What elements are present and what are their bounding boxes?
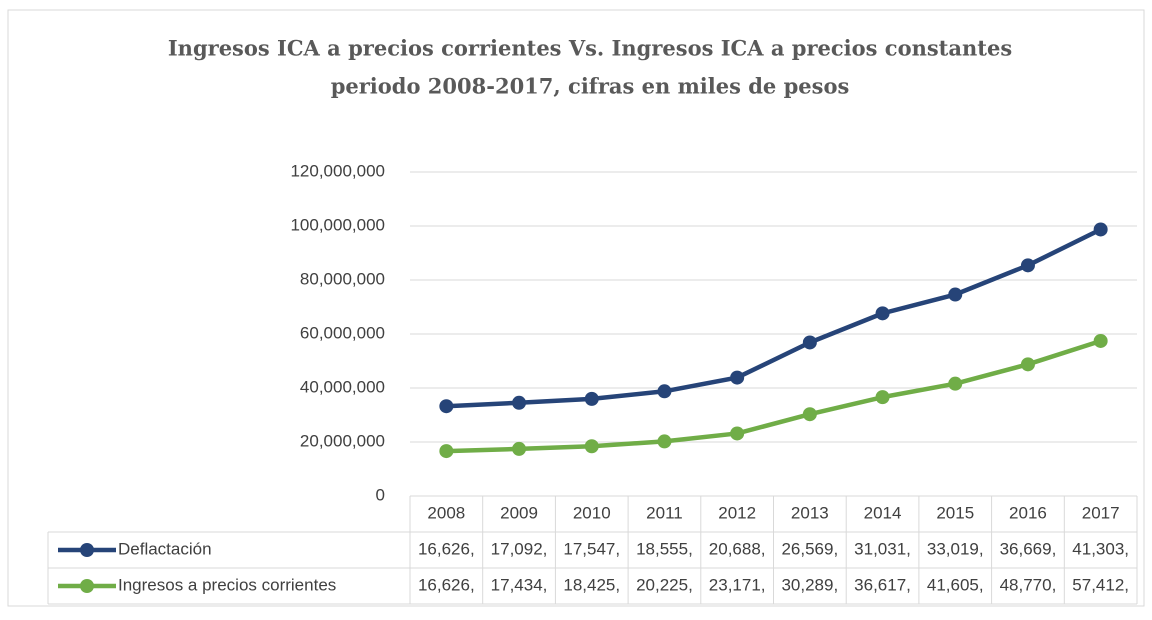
table-value: 57,412, <box>1072 575 1129 594</box>
table-value: 36,669, <box>1000 539 1057 558</box>
point <box>1020 258 1035 273</box>
table-value: 16,626, <box>418 575 475 594</box>
table-value: 18,555, <box>636 539 693 558</box>
point <box>875 306 890 321</box>
table-value: 33,019, <box>927 539 984 558</box>
table-value: 26,569, <box>781 539 838 558</box>
table-value: 30,289, <box>781 575 838 594</box>
x-tick-label: 2009 <box>500 503 538 522</box>
table-value: 41,605, <box>927 575 984 594</box>
y-tick-label: 0 <box>376 485 385 504</box>
point <box>657 384 672 399</box>
legend-label: Ingresos a precios corrientes <box>118 575 336 594</box>
point <box>1020 357 1035 372</box>
point <box>948 376 963 391</box>
point <box>439 444 454 459</box>
point <box>802 335 817 350</box>
table-value: 17,434, <box>491 575 548 594</box>
table-value: 16,626, <box>418 539 475 558</box>
table-value: 48,770, <box>1000 575 1057 594</box>
y-tick-label: 100,000,000 <box>290 215 385 234</box>
point <box>512 441 527 456</box>
point <box>439 399 454 414</box>
x-tick-label: 2011 <box>646 503 683 522</box>
y-tick-label: 80,000,000 <box>300 269 385 288</box>
point <box>584 391 599 406</box>
x-tick-label: 2010 <box>573 503 611 522</box>
table-value: 36,617, <box>854 575 911 594</box>
point <box>802 407 817 422</box>
x-tick-label: 2017 <box>1082 503 1120 522</box>
point <box>584 439 599 454</box>
x-tick-label: 2008 <box>427 503 465 522</box>
table-value: 20,225, <box>636 575 693 594</box>
point <box>730 426 745 441</box>
table-value: 17,547, <box>563 539 620 558</box>
table-value: 41,303, <box>1072 539 1129 558</box>
point <box>730 370 745 385</box>
x-tick-label: 2015 <box>936 503 974 522</box>
series-line <box>446 338 1102 454</box>
point <box>657 434 672 449</box>
table-value: 18,425, <box>563 575 620 594</box>
series-line <box>446 227 1102 409</box>
table-value: 20,688, <box>709 539 766 558</box>
point <box>875 390 890 405</box>
chart-title: Ingresos ICA a precios corrientes Vs. In… <box>168 36 1012 61</box>
x-tick-label: 2013 <box>791 503 829 522</box>
point <box>948 287 963 302</box>
x-tick-label: 2012 <box>718 503 756 522</box>
y-tick-label: 60,000,000 <box>300 323 385 342</box>
table-value: 31,031, <box>854 539 911 558</box>
legend-marker <box>80 579 94 593</box>
x-tick-label: 2016 <box>1009 503 1047 522</box>
legend-marker <box>80 543 94 557</box>
chart-title: periodo 2008-2017, cifras en miles de pe… <box>331 74 850 99</box>
point <box>1093 333 1108 348</box>
y-tick-label: 40,000,000 <box>300 377 385 396</box>
point <box>1093 222 1108 237</box>
y-tick-label: 20,000,000 <box>300 431 385 450</box>
x-tick-label: 2014 <box>864 503 902 522</box>
legend-label: Deflactación <box>118 539 212 558</box>
y-tick-label: 120,000,000 <box>290 161 385 180</box>
table-value: 17,092, <box>491 539 548 558</box>
table-value: 23,171, <box>709 575 766 594</box>
point <box>512 395 527 410</box>
chart-frame <box>7 9 1145 607</box>
